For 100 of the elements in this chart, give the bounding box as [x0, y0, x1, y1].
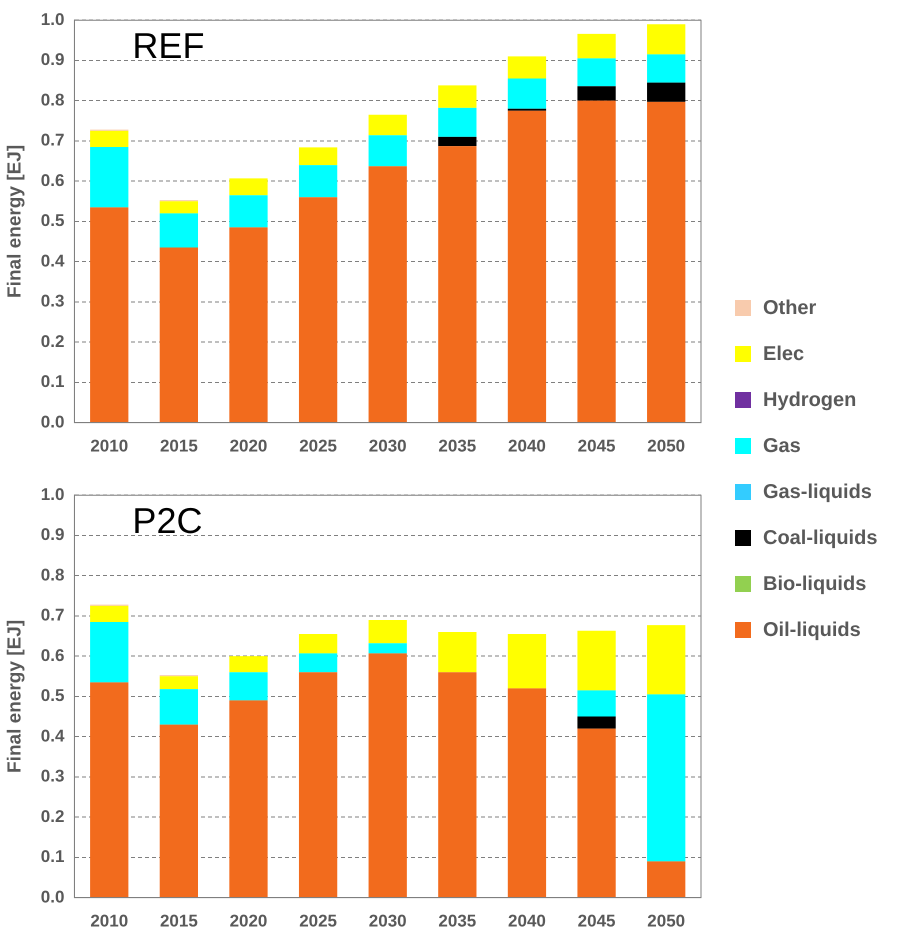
bar — [229, 178, 268, 196]
y-tick-label: 0.9 — [40, 50, 64, 70]
bar — [368, 653, 407, 898]
bar — [438, 136, 476, 146]
bar — [229, 227, 268, 422]
legend-label: Other — [763, 296, 816, 320]
x-tick-label: 2030 — [368, 911, 407, 930]
bar — [160, 213, 198, 248]
x-tick-label: 2045 — [578, 436, 616, 456]
bar — [298, 653, 338, 672]
bar — [577, 58, 616, 86]
bar — [647, 82, 686, 102]
y-tick-label: 0.0 — [40, 412, 64, 432]
y-tick-label: 0.0 — [40, 887, 64, 906]
bar — [438, 672, 476, 898]
x-tick-label: 2045 — [578, 911, 616, 930]
legend-label: Bio-liquids — [763, 572, 866, 596]
bar — [229, 700, 268, 898]
bar — [577, 630, 616, 690]
bar — [160, 676, 198, 690]
x-tick-label: 2025 — [299, 911, 338, 930]
legend-label: Elec — [763, 342, 804, 366]
bar — [508, 688, 546, 898]
bar — [160, 724, 198, 898]
bar — [647, 102, 686, 422]
bar — [438, 146, 476, 422]
bar — [229, 195, 268, 228]
y-tick-label: 0.6 — [40, 646, 64, 665]
bar — [438, 108, 476, 137]
chart-title: REF — [132, 25, 204, 66]
bar — [298, 147, 338, 166]
legend-label: Gas-liquids — [763, 480, 872, 504]
bar — [90, 207, 128, 422]
x-tick-label: 2010 — [90, 436, 128, 456]
x-tick-label: 2040 — [508, 911, 546, 930]
legend-label: Oil-liquids — [763, 618, 861, 642]
y-tick-label: 0.7 — [40, 606, 64, 625]
x-tick-label: 2020 — [230, 911, 268, 930]
bar — [577, 100, 616, 422]
bar — [90, 622, 128, 682]
bar — [647, 694, 686, 862]
x-tick-label: 2030 — [368, 436, 407, 456]
y-tick-label: 0.9 — [40, 525, 64, 544]
x-tick-label: 2015 — [160, 436, 198, 456]
chart-title: P2C — [132, 500, 202, 542]
y-tick-label: 0.8 — [40, 90, 64, 110]
bar — [577, 716, 616, 729]
legend-label: Hydrogen — [763, 388, 856, 412]
bar — [577, 690, 616, 717]
y-axis-title: Final energy [EJ] — [4, 144, 26, 298]
bar — [508, 634, 546, 688]
bar — [160, 689, 198, 725]
y-tick-label: 0.2 — [40, 332, 64, 351]
x-tick-label: 2040 — [508, 436, 546, 456]
y-tick-label: 0.5 — [40, 211, 64, 230]
bar — [298, 672, 338, 898]
bar — [368, 166, 407, 422]
y-tick-label: 0.2 — [40, 806, 64, 826]
y-tick-label: 0.8 — [40, 565, 64, 584]
x-tick-label: 2025 — [299, 436, 338, 456]
bar — [90, 682, 128, 898]
legend-label: Gas — [763, 434, 801, 458]
y-tick-label: 0.1 — [40, 847, 64, 866]
y-tick-label: 0.4 — [40, 726, 65, 746]
bar — [368, 135, 407, 166]
y-tick-label: 1.0 — [40, 484, 64, 504]
x-tick-label: 2035 — [438, 911, 476, 930]
y-tick-label: 1.0 — [40, 10, 64, 29]
x-tick-label: 2020 — [230, 436, 268, 456]
x-tick-label: 2050 — [647, 436, 686, 456]
bar — [438, 85, 476, 108]
bar — [647, 54, 686, 83]
y-tick-label: 0.5 — [40, 686, 64, 706]
y-tick-label: 0.3 — [40, 766, 64, 786]
y-tick-label: 0.6 — [40, 170, 64, 190]
bar — [577, 86, 616, 101]
bar — [229, 656, 268, 672]
bar — [160, 201, 198, 214]
bar — [90, 606, 128, 622]
y-tick-label: 0.4 — [40, 251, 65, 270]
x-tick-label: 2015 — [160, 911, 198, 930]
bar — [298, 197, 338, 422]
bar — [368, 620, 407, 644]
bar — [298, 165, 338, 198]
bar — [229, 672, 268, 700]
bar — [90, 146, 128, 208]
bar — [438, 632, 476, 672]
bar — [298, 634, 338, 654]
bar — [577, 34, 616, 58]
bar — [647, 861, 686, 898]
x-tick-label: 2035 — [438, 436, 476, 456]
y-tick-label: 0.1 — [40, 372, 64, 392]
bar — [577, 728, 616, 898]
bar — [508, 56, 546, 79]
y-tick-label: 0.3 — [40, 292, 64, 311]
y-axis-title: Final energy [EJ] — [4, 620, 26, 773]
y-tick-label: 0.7 — [40, 130, 64, 150]
bar — [508, 78, 546, 109]
x-tick-label: 2010 — [90, 911, 128, 930]
bar — [160, 248, 198, 422]
